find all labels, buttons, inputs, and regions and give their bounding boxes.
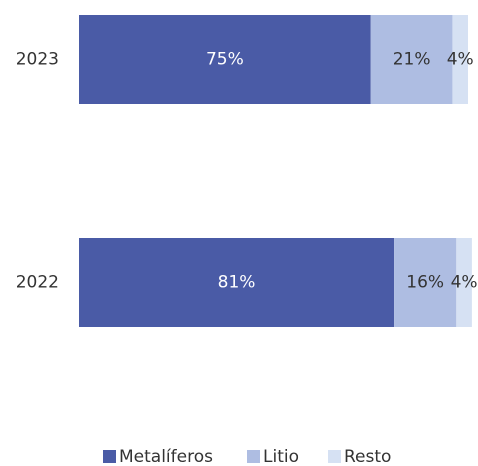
bar-segment-2022-1 [394, 238, 457, 327]
legend-label-2: Resto [344, 447, 391, 466]
legend: Metalíferos Litio Resto [103, 447, 391, 466]
bar-segment-2023-0 [79, 15, 371, 104]
legend-swatch-0 [103, 450, 116, 463]
bar-segment-2022-2 [456, 238, 472, 327]
legend-label-0: Metalíferos [119, 447, 213, 466]
value-label-2023-0: 75% [206, 50, 244, 70]
category-label-2023: 2023 [16, 50, 59, 70]
value-labels: 75% 21% 4% 81% 16% 4% [206, 50, 478, 293]
value-label-2022-0: 81% [218, 273, 256, 293]
bar-segment-2023-1 [370, 15, 453, 104]
bar-segment-2022-0 [79, 238, 395, 327]
bar-group [79, 15, 472, 327]
legend-swatch-1 [247, 450, 260, 463]
value-label-2022-2: 4% [451, 273, 478, 293]
category-labels: 2023 2022 [16, 50, 59, 293]
bar-segment-2023-2 [452, 15, 468, 104]
value-label-2023-1: 21% [393, 50, 431, 70]
legend-swatch-2 [328, 450, 341, 463]
value-label-2023-2: 4% [447, 50, 474, 70]
value-label-2022-1: 16% [406, 273, 444, 293]
category-label-2022: 2022 [16, 273, 59, 293]
legend-label-1: Litio [263, 447, 299, 466]
